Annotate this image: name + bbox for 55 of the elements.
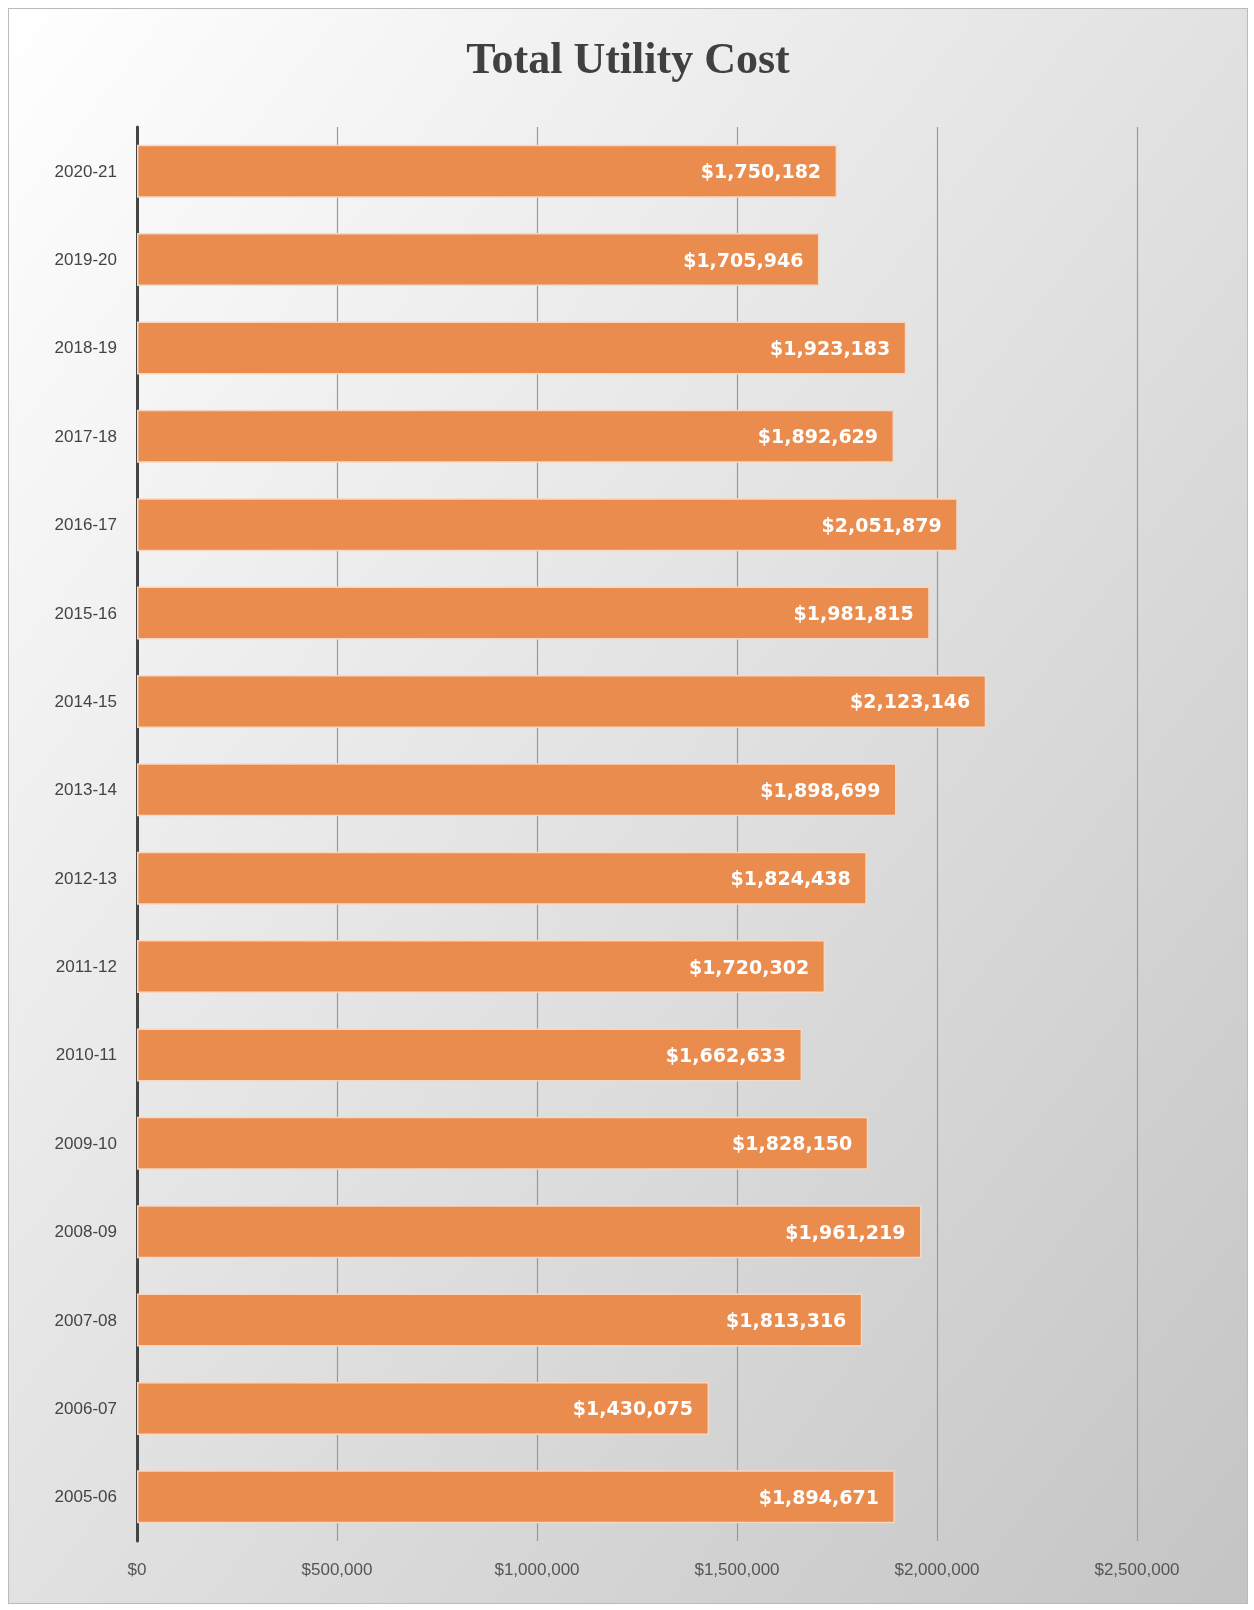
y-tick-label: 2018-19 (54, 338, 117, 358)
y-tick-label: 2017-18 (54, 426, 117, 446)
y-tick-label: 2014-15 (54, 691, 117, 711)
data-label: $1,662,633 (665, 1043, 787, 1066)
y-tick-label: 2020-21 (54, 161, 117, 181)
x-tick-label: $0 (127, 1560, 147, 1579)
data-label: $1,750,182 (700, 160, 822, 183)
bar (137, 940, 826, 994)
bar (137, 409, 895, 463)
data-label: $1,720,302 (688, 955, 810, 978)
bar (137, 1116, 869, 1170)
bar (137, 498, 958, 552)
data-label: $1,961,219 (785, 1220, 906, 1243)
x-tick-label: $1,500,000 (694, 1560, 780, 1579)
data-label: $2,123,146 (850, 690, 971, 713)
y-tick-label: 2009-10 (54, 1133, 117, 1153)
x-tick-label: $2,000,000 (894, 1560, 980, 1579)
bar (137, 1470, 895, 1524)
data-label: $1,981,815 (793, 602, 914, 625)
x-tick-label: $1,000,000 (494, 1560, 580, 1579)
bar (137, 763, 897, 817)
y-tick-label: 2012-13 (54, 868, 117, 888)
y-tick-label: 2005-06 (54, 1487, 117, 1507)
bar (137, 1381, 710, 1435)
bar (137, 674, 987, 728)
x-tick-label: $500,000 (301, 1560, 373, 1579)
data-label: $1,892,629 (757, 425, 879, 448)
y-tick-label: 2010-11 (55, 1045, 117, 1065)
y-tick-label: 2013-14 (54, 780, 117, 800)
data-label: $1,813,316 (726, 1309, 847, 1332)
y-tick-label: 2016-17 (54, 515, 117, 535)
y-tick-label: 2019-20 (54, 250, 117, 270)
y-tick-label: 2006-07 (54, 1398, 117, 1418)
data-label: $1,705,946 (683, 248, 804, 271)
data-label: $1,824,438 (730, 867, 851, 890)
y-tick-label: 2015-16 (54, 603, 117, 623)
bar (137, 851, 867, 905)
data-label: $1,894,671 (758, 1485, 879, 1508)
bar (137, 1293, 863, 1347)
bar (137, 1205, 922, 1259)
bar (137, 1028, 803, 1082)
bar (137, 321, 907, 375)
y-tick-label: 2011-12 (55, 957, 117, 977)
data-label: $1,430,075 (572, 1397, 694, 1420)
data-label: $1,923,183 (770, 336, 891, 359)
data-label: $1,898,699 (760, 778, 881, 801)
bar (137, 586, 930, 640)
bar (137, 233, 820, 287)
data-label: $2,051,879 (821, 513, 942, 536)
y-tick-label: 2008-09 (54, 1222, 117, 1242)
data-label: $1,828,150 (732, 1132, 853, 1155)
y-tick-label: 2007-08 (54, 1310, 117, 1330)
chart-title: Total Utility Cost (466, 33, 791, 83)
bar (137, 144, 838, 198)
x-tick-label: $2,500,000 (1094, 1560, 1180, 1579)
